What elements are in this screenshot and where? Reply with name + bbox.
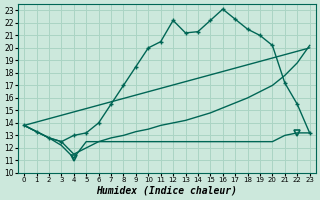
X-axis label: Humidex (Indice chaleur): Humidex (Indice chaleur) [96,186,237,196]
